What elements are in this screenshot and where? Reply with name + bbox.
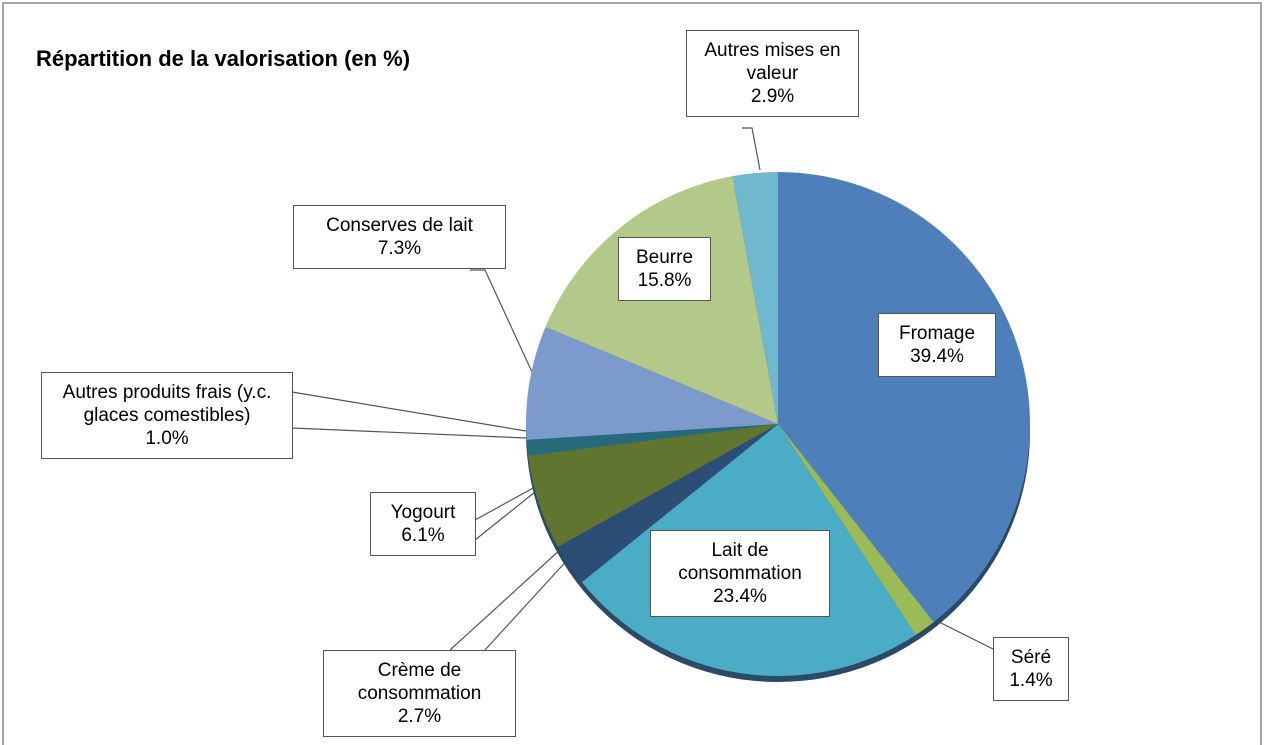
chart-title: Répartition de la valorisation (en %) — [36, 46, 411, 71]
data-label: Autres mises en valeur 2.9% — [686, 30, 859, 117]
pie-slice — [526, 424, 778, 456]
label-name: Beurre — [635, 247, 694, 268]
label-name: Crème de consommation — [357, 660, 482, 704]
data-label: Séré 1.4% — [993, 637, 1069, 701]
pie-slice — [778, 172, 1031, 623]
pie-slice — [557, 424, 778, 583]
label-value: 7.3% — [377, 238, 422, 259]
label-name: Séré — [1010, 647, 1052, 668]
label-name: Lait de consommation — [678, 540, 802, 584]
label-value: 1.4% — [1009, 670, 1053, 691]
label-name: Yogourt — [390, 502, 456, 523]
label-value: 39.4% — [910, 346, 964, 367]
label-name: Autres mises en valeur — [704, 40, 841, 84]
pie-slice — [732, 172, 778, 424]
label-value: 23.4% — [713, 586, 767, 607]
label-value: 2.9% — [750, 86, 795, 107]
label-value: 15.8% — [637, 270, 692, 291]
label-name: Fromage — [898, 323, 976, 344]
pie-slice — [526, 326, 778, 440]
data-label: Autres produits frais (y.c. glaces comes… — [41, 372, 293, 459]
data-label: Fromage 39.4% — [878, 313, 996, 377]
pie-slice — [778, 424, 934, 636]
data-label: Yogourt 6.1% — [370, 492, 476, 556]
label-name: Conserves de lait — [326, 215, 473, 236]
label-value: 1.0% — [145, 428, 189, 449]
pie-slice — [527, 424, 778, 547]
data-label: Crème de consommation 2.7% — [323, 650, 516, 737]
data-label: Beurre 15.8% — [618, 237, 711, 301]
label-name: Autres produits frais (y.c. glaces comes… — [62, 382, 272, 426]
data-label: Lait de consommation 23.4% — [650, 530, 830, 617]
label-value: 6.1% — [401, 525, 445, 546]
data-label: Conserves de lait 7.3% — [293, 205, 506, 269]
label-value: 2.7% — [397, 706, 442, 727]
